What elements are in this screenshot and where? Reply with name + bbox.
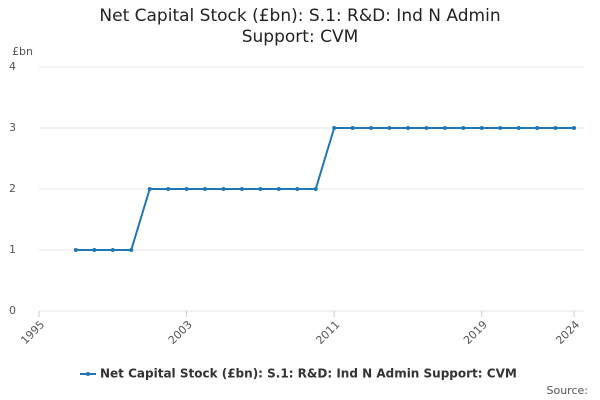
data-point xyxy=(239,187,244,191)
data-point xyxy=(424,126,429,130)
y-tick-label: 1 xyxy=(9,243,16,256)
data-point xyxy=(92,248,97,252)
data-point xyxy=(461,126,466,130)
y-tick-label: 4 xyxy=(9,60,16,73)
legend-label: Net Capital Stock (£bn): S.1: R&D: Ind N… xyxy=(100,367,517,381)
data-point xyxy=(147,187,152,191)
data-point xyxy=(516,126,521,130)
x-tick-label: 1995 xyxy=(18,318,47,347)
data-point xyxy=(166,187,171,191)
data-point xyxy=(332,126,337,130)
data-line xyxy=(75,127,574,251)
y-tick-label: 2 xyxy=(9,182,16,195)
x-tick-label: 2019 xyxy=(461,318,490,347)
legend-marker xyxy=(86,372,90,376)
data-point xyxy=(387,126,392,130)
data-point xyxy=(276,187,281,191)
y-tick-label: 3 xyxy=(9,121,16,134)
chart-title: Net Capital Stock (£bn): S.1: R&D: Ind N… xyxy=(99,6,501,47)
data-point xyxy=(405,126,410,130)
y-axis-label: £bn xyxy=(12,45,33,58)
data-point xyxy=(258,187,263,191)
data-point xyxy=(479,126,484,130)
data-point xyxy=(350,126,355,130)
y-tick-label: 0 xyxy=(9,304,16,317)
data-point xyxy=(295,187,300,191)
data-point xyxy=(535,126,540,130)
source: Source: xyxy=(547,384,589,397)
data-point xyxy=(129,248,134,252)
data-point xyxy=(572,126,576,130)
data-point xyxy=(553,126,558,130)
x-tick-label: 2011 xyxy=(313,318,342,347)
data-point xyxy=(442,126,447,130)
x-tick-label: 2024 xyxy=(553,318,582,347)
data-point xyxy=(498,126,503,130)
data-point xyxy=(110,248,115,252)
data-point xyxy=(369,126,374,130)
x-tick-label: 2003 xyxy=(166,318,195,347)
data-point xyxy=(313,187,318,191)
data-point xyxy=(221,187,226,191)
data-point xyxy=(184,187,189,191)
data-point xyxy=(73,248,78,252)
data-point xyxy=(203,187,208,191)
